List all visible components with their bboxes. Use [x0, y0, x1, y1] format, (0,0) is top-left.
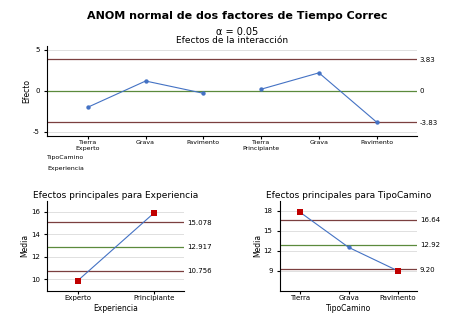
Point — [84, 105, 91, 110]
Point — [142, 78, 149, 83]
Title: Efectos principales para TipoCamino: Efectos principales para TipoCamino — [266, 191, 431, 200]
X-axis label: TipoCamino: TipoCamino — [326, 304, 371, 313]
Point — [150, 210, 158, 216]
Point — [257, 87, 265, 92]
X-axis label: Experiencia: Experiencia — [93, 304, 138, 313]
Title: Efectos de la interacción: Efectos de la interacción — [176, 36, 288, 45]
Point — [200, 91, 207, 96]
Text: TipoCamino: TipoCamino — [47, 155, 85, 160]
Point — [315, 70, 323, 75]
Title: Efectos principales para Experiencia: Efectos principales para Experiencia — [33, 191, 199, 200]
Y-axis label: Media: Media — [20, 234, 29, 257]
Point — [345, 245, 353, 250]
Point — [373, 120, 381, 125]
Point — [394, 268, 401, 273]
Y-axis label: Efecto: Efecto — [22, 79, 31, 103]
Point — [296, 210, 303, 215]
Text: Experiencia: Experiencia — [47, 166, 84, 171]
Y-axis label: Media: Media — [253, 234, 262, 257]
Text: ANOM normal de dos factores de Tiempo Correc: ANOM normal de dos factores de Tiempo Co… — [87, 11, 387, 21]
Text: α = 0.05: α = 0.05 — [216, 27, 258, 37]
Point — [74, 278, 82, 283]
